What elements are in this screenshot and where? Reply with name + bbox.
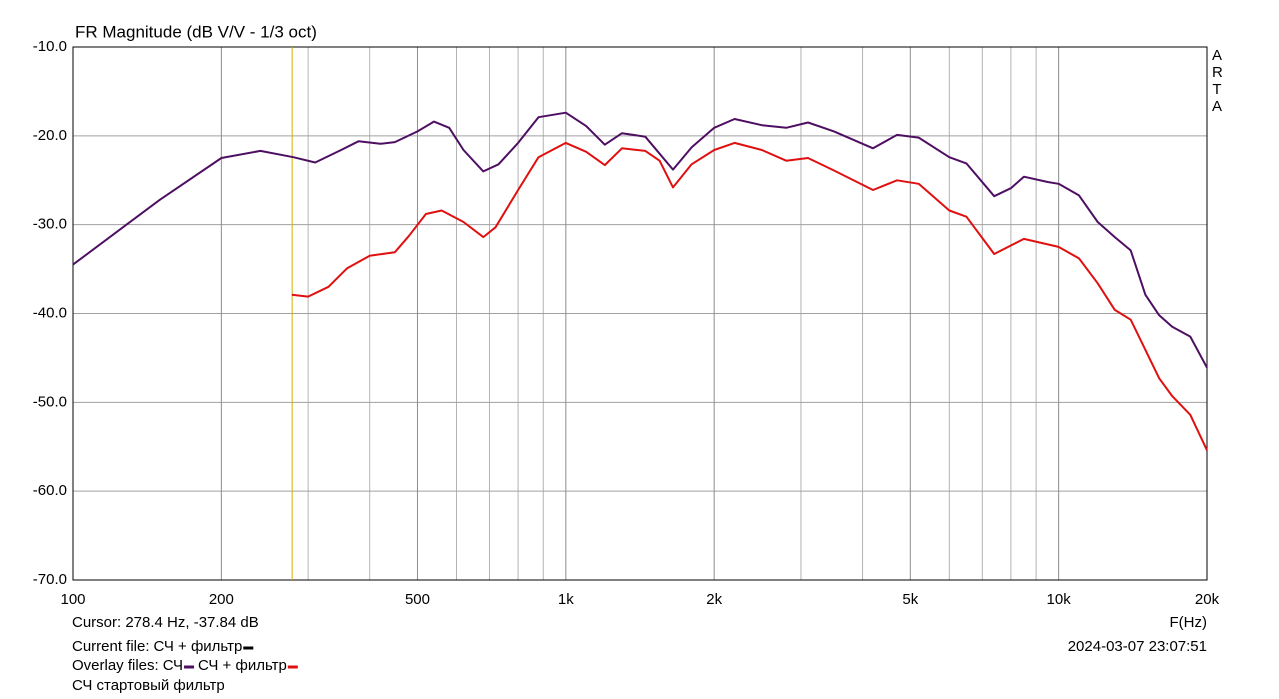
note: СЧ стартовый фильтр	[72, 677, 225, 694]
y-tick-label: -10.0	[33, 38, 67, 55]
y-tick-label: -40.0	[33, 304, 67, 321]
y-tick-label: -20.0	[33, 127, 67, 144]
x-tick-label: 100	[60, 591, 85, 608]
x-tick-label: 500	[405, 591, 430, 608]
y-tick-label: -70.0	[33, 571, 67, 588]
legend-entry: СЧ + фильтр	[198, 657, 287, 674]
series-line	[291, 141, 1208, 451]
x-tick-label: 10k	[1047, 591, 1072, 608]
current-file-label: Current file:	[72, 638, 150, 655]
x-tick-label: 5k	[902, 591, 918, 608]
chart-title: FR Magnitude (dB V/V - 1/3 oct)	[75, 22, 317, 41]
current-file-name: СЧ + фильтр	[154, 638, 243, 655]
timestamp: 2024-03-07 23:07:51	[1068, 638, 1207, 655]
legend-entry: СЧ	[163, 657, 183, 674]
y-tick-label: -60.0	[33, 482, 67, 499]
y-tick-label: -50.0	[33, 393, 67, 410]
x-tick-label: 2k	[706, 591, 722, 608]
x-tick-label: 20k	[1195, 591, 1220, 608]
y-tick-label: -30.0	[33, 216, 67, 233]
x-axis-label: F(Hz)	[1170, 614, 1208, 631]
x-tick-label: 1k	[558, 591, 574, 608]
cursor-text: Cursor: 278.4 Hz, -37.84 dB	[72, 614, 259, 631]
plot-frame	[72, 46, 1208, 581]
overlay-label: Overlay files:	[72, 657, 159, 674]
side-label: ARTA	[1212, 47, 1223, 115]
x-tick-label: 200	[209, 591, 234, 608]
series-line	[72, 111, 1208, 369]
